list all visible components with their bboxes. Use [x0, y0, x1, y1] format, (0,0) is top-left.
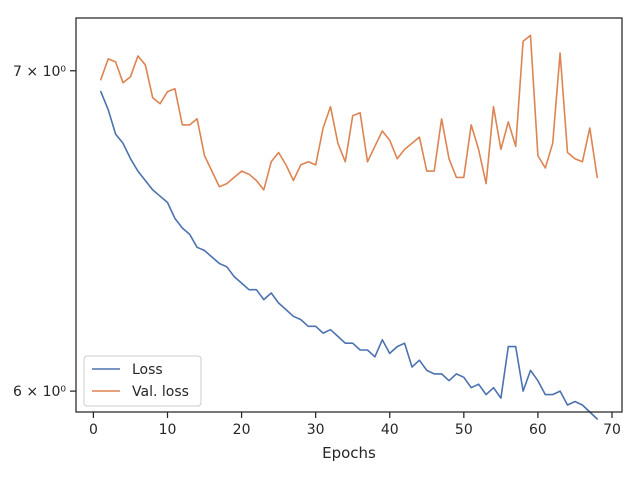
x-tick-label: 0 [89, 422, 98, 438]
x-tick-label: 20 [233, 422, 251, 438]
x-axis-label: Epochs [322, 444, 376, 462]
legend: Loss Val. loss [83, 355, 202, 407]
x-axis: 0 10 20 30 40 50 60 70 [89, 412, 621, 438]
x-tick-label: 70 [603, 422, 621, 438]
x-tick-label: 40 [381, 422, 399, 438]
axes-frame [75, 17, 623, 413]
series-line-loss [100, 90, 599, 420]
x-tick-label: 50 [455, 422, 473, 438]
legend-label: Val. loss [132, 384, 189, 400]
y-tick-label: 6 × 10⁰ [13, 384, 66, 400]
y-tick-label: 7 × 10⁰ [13, 64, 66, 80]
plot-area [100, 34, 599, 420]
x-tick-label: 60 [529, 422, 547, 438]
series-line-val-loss [100, 34, 599, 191]
y-axis: 6 × 10⁰ 7 × 10⁰ [13, 64, 76, 400]
x-tick-label: 10 [159, 422, 177, 438]
legend-label: Loss [132, 362, 163, 378]
x-tick-label: 30 [307, 422, 325, 438]
